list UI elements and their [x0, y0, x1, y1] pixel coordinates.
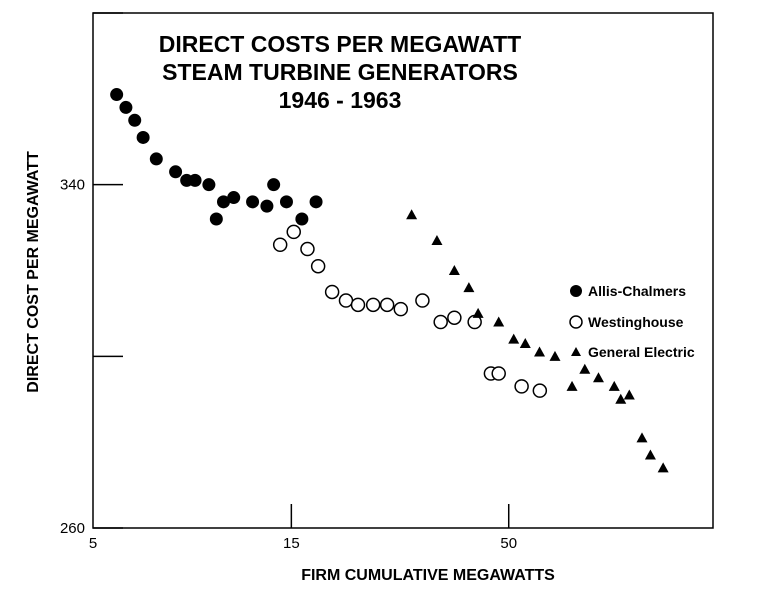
data-point-general-electric	[615, 393, 627, 404]
y-tick-label: 340	[60, 177, 85, 194]
data-point-westinghouse	[433, 314, 448, 330]
data-point-allis-chalmers	[188, 173, 202, 187]
data-point-allis-chalmers	[209, 212, 223, 226]
data-point-allis-chalmers	[260, 199, 274, 213]
data-point-general-electric	[448, 265, 460, 275]
data-point-general-electric	[549, 350, 561, 361]
chart-title-line-1: DIRECT COSTS PER MEGAWATT	[159, 31, 521, 57]
data-point-allis-chalmers	[136, 130, 150, 144]
data-point-westinghouse	[379, 297, 395, 313]
data-point-allis-chalmers	[216, 195, 230, 209]
data-point-allis-chalmers	[149, 152, 163, 166]
x-axis-ticks: 5 15 50	[89, 504, 517, 552]
data-point-general-electric	[519, 337, 531, 348]
data-point-allis-chalmers	[169, 165, 183, 179]
data-point-westinghouse	[338, 293, 354, 308]
data-point-general-electric	[534, 346, 546, 357]
data-point-westinghouse	[393, 301, 409, 317]
data-point-general-electric	[579, 363, 591, 374]
data-point-allis-chalmers	[110, 88, 124, 102]
data-point-westinghouse	[447, 310, 462, 325]
data-point-general-electric	[493, 316, 505, 327]
legend-label-general-electric: General Electric	[588, 344, 695, 360]
data-point-westinghouse	[324, 284, 340, 300]
data-point-westinghouse	[350, 297, 366, 313]
data-point-general-electric	[472, 307, 484, 318]
y-axis-ticks: 260 340	[60, 12, 123, 537]
data-point-westinghouse	[415, 293, 430, 308]
data-point-allis-chalmers	[202, 178, 216, 192]
legend: Allis-Chalmers Westinghouse General Elec…	[569, 283, 695, 360]
legend-marker-allis-chalmers	[570, 285, 582, 297]
data-point-westinghouse	[365, 297, 381, 313]
chart-title-line-3: 1946 - 1963	[279, 87, 402, 113]
y-tick-label: 260	[60, 520, 85, 537]
data-point-westinghouse	[286, 224, 301, 240]
legend-marker-westinghouse	[569, 315, 583, 329]
data-point-general-electric	[431, 234, 443, 245]
plot-frame	[92, 12, 714, 529]
chart-title-line-2: STEAM TURBINE GENERATORS	[162, 59, 518, 85]
data-point-westinghouse	[532, 383, 548, 398]
data-point-allis-chalmers	[279, 195, 293, 209]
data-point-westinghouse	[514, 379, 529, 394]
data-point-general-electric	[592, 372, 604, 383]
x-axis-label: FIRM CUMULATIVE MEGAWATTS	[301, 567, 555, 584]
data-point-allis-chalmers	[227, 191, 241, 205]
data-point-westinghouse	[310, 258, 326, 274]
data-point-general-electric	[566, 380, 578, 391]
legend-label-allis-chalmers: Allis-Chalmers	[588, 283, 686, 299]
x-tick-label: 5	[89, 535, 97, 552]
data-point-general-electric	[406, 209, 418, 220]
data-point-general-electric	[623, 389, 635, 400]
data-point-allis-chalmers	[295, 212, 309, 226]
legend-marker-general-electric	[571, 347, 581, 356]
data-point-westinghouse	[272, 237, 288, 252]
x-tick-label: 15	[283, 535, 300, 552]
y-axis-label: DIRECT COST PER MEGAWATT	[25, 151, 42, 393]
data-point-allis-chalmers	[119, 100, 133, 114]
data-point-general-electric	[508, 333, 520, 344]
data-points	[110, 88, 669, 473]
data-point-general-electric	[636, 432, 648, 443]
data-point-westinghouse	[300, 241, 315, 257]
data-point-general-electric	[644, 449, 656, 460]
data-point-general-electric	[463, 282, 475, 293]
data-point-general-electric	[608, 380, 620, 391]
data-point-allis-chalmers	[128, 113, 142, 127]
x-tick-label: 50	[500, 535, 517, 552]
legend-label-westinghouse: Westinghouse	[588, 314, 684, 330]
data-point-allis-chalmers	[267, 178, 281, 192]
data-point-allis-chalmers	[309, 195, 323, 209]
data-point-westinghouse	[491, 366, 506, 381]
data-point-general-electric	[657, 462, 669, 473]
data-point-allis-chalmers	[246, 195, 260, 209]
